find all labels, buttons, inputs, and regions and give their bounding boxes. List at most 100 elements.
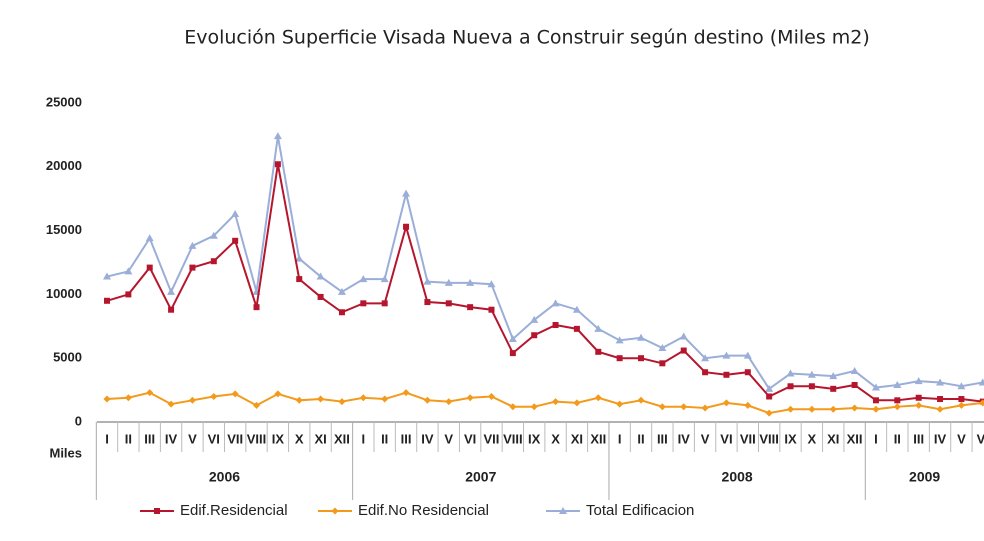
- marker: [124, 394, 132, 402]
- x-tick-label: VIII: [759, 431, 779, 446]
- marker: [722, 399, 730, 407]
- x-tick-label: I: [874, 431, 878, 446]
- marker: [104, 297, 110, 304]
- x-tick-label: VII: [227, 431, 243, 446]
- marker: [188, 396, 196, 404]
- x-tick-label: XII: [590, 431, 606, 446]
- marker: [936, 405, 944, 413]
- marker: [552, 322, 559, 329]
- legend-label: Edif.Residencial: [180, 502, 288, 519]
- marker: [744, 401, 752, 409]
- marker: [637, 333, 645, 341]
- marker: [872, 405, 880, 413]
- marker: [317, 293, 324, 300]
- marker: [786, 369, 795, 377]
- legend-marker: [154, 508, 160, 514]
- marker: [830, 385, 837, 392]
- marker: [850, 366, 859, 374]
- marker: [658, 403, 666, 411]
- marker: [125, 291, 132, 298]
- marker: [871, 383, 880, 391]
- marker: [402, 189, 411, 197]
- marker: [103, 272, 111, 280]
- year-label: 2009: [909, 469, 940, 485]
- marker: [274, 161, 281, 168]
- marker: [359, 394, 367, 402]
- x-tick-label: II: [125, 431, 132, 446]
- marker: [679, 332, 688, 340]
- marker: [701, 404, 709, 412]
- marker: [915, 401, 923, 409]
- legend-label: Edif.No Residencial: [358, 502, 489, 519]
- x-tick-label: III: [144, 431, 155, 446]
- x-tick-label: X: [551, 431, 560, 446]
- marker: [359, 275, 368, 283]
- marker: [551, 299, 560, 307]
- series-line: [106, 164, 983, 403]
- x-tick-label: IV: [421, 431, 434, 446]
- marker: [808, 383, 815, 390]
- marker: [402, 389, 410, 397]
- legend-marker: [331, 507, 339, 515]
- marker: [744, 369, 751, 376]
- marker: [380, 275, 389, 283]
- marker: [594, 324, 603, 332]
- x-tick-label: VII: [740, 431, 756, 446]
- marker: [978, 378, 984, 386]
- x-tick-label: IV: [678, 431, 691, 446]
- marker: [209, 231, 218, 239]
- marker: [295, 254, 304, 262]
- x-tick-label: VIII: [247, 431, 267, 446]
- x-tick-label: VI: [720, 431, 732, 446]
- marker: [316, 272, 325, 280]
- marker: [253, 304, 260, 311]
- marker: [702, 369, 709, 376]
- marker: [829, 405, 837, 413]
- marker: [637, 396, 645, 404]
- marker: [444, 278, 453, 286]
- marker: [337, 287, 346, 295]
- y-tick-label: 10000: [46, 286, 82, 301]
- marker: [594, 394, 602, 402]
- marker: [701, 354, 710, 362]
- marker: [445, 398, 453, 406]
- x-tick-label: VI: [208, 431, 220, 446]
- marker: [680, 403, 688, 411]
- marker: [103, 395, 111, 403]
- x-tick-label: I: [105, 431, 109, 446]
- marker: [381, 300, 388, 307]
- x-tick-label: IV: [934, 431, 947, 446]
- marker: [552, 398, 560, 406]
- x-tick-label: II: [894, 431, 901, 446]
- marker: [253, 401, 261, 409]
- marker: [403, 223, 410, 230]
- x-tick-label: XI: [571, 431, 583, 446]
- marker: [508, 335, 517, 343]
- marker: [616, 355, 623, 362]
- marker: [595, 348, 602, 355]
- marker: [168, 306, 175, 313]
- marker: [851, 404, 859, 412]
- marker: [915, 394, 922, 401]
- marker: [424, 299, 431, 306]
- marker: [958, 396, 965, 403]
- marker: [573, 325, 580, 332]
- marker: [487, 392, 495, 400]
- marker: [423, 277, 432, 285]
- marker: [893, 403, 901, 411]
- marker: [423, 396, 431, 404]
- marker: [808, 405, 816, 413]
- marker: [743, 351, 752, 359]
- year-label: 2008: [722, 469, 753, 485]
- marker: [296, 276, 303, 283]
- y-tick-label: 15000: [46, 222, 82, 237]
- marker: [572, 305, 581, 313]
- x-tick-label: III: [913, 431, 924, 446]
- marker: [146, 389, 154, 397]
- marker: [274, 390, 282, 398]
- x-tick-label: IX: [784, 431, 797, 446]
- marker: [466, 394, 474, 402]
- marker: [573, 399, 581, 407]
- x-tick-label: X: [295, 431, 304, 446]
- marker: [317, 395, 325, 403]
